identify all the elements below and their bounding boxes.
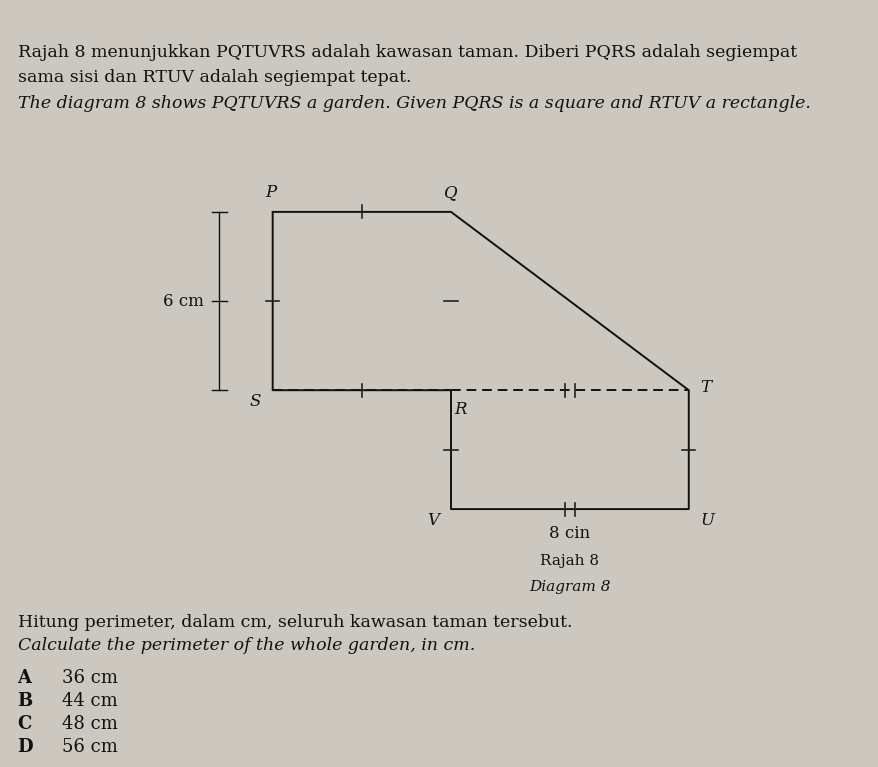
Text: R: R [453,400,466,417]
Text: 8 cin: 8 cin [549,525,590,542]
Text: The diagram 8 shows PQTUVRS a garden. Given PQRS is a square and RTUV a rectangl: The diagram 8 shows PQTUVRS a garden. Gi… [18,95,810,112]
Text: A: A [18,669,32,686]
Text: 56 cm: 56 cm [61,738,118,755]
Text: Diagram 8: Diagram 8 [529,581,610,594]
Text: U: U [700,512,714,529]
Text: Rajah 8 menunjukkan PQTUVRS adalah kawasan taman. Diberi PQRS adalah segiempat: Rajah 8 menunjukkan PQTUVRS adalah kawas… [18,44,795,61]
Text: B: B [18,692,32,709]
Text: Q: Q [443,185,457,202]
Text: Rajah 8: Rajah 8 [540,554,599,568]
Text: Calculate the perimeter of the whole garden, in cm.: Calculate the perimeter of the whole gar… [18,637,474,653]
Text: P: P [265,185,277,202]
Text: 6 cm: 6 cm [163,292,204,310]
Text: T: T [700,379,711,396]
Text: V: V [427,512,439,529]
Text: 44 cm: 44 cm [61,692,117,709]
Text: S: S [249,393,261,410]
Text: Hitung perimeter, dalam cm, seluruh kawasan taman tersebut.: Hitung perimeter, dalam cm, seluruh kawa… [18,614,572,630]
Text: 36 cm: 36 cm [61,669,118,686]
Text: 48 cm: 48 cm [61,715,118,732]
Text: D: D [18,738,33,755]
Text: sama sisi dan RTUV adalah segiempat tepat.: sama sisi dan RTUV adalah segiempat tepa… [18,69,411,86]
Text: C: C [18,715,32,732]
